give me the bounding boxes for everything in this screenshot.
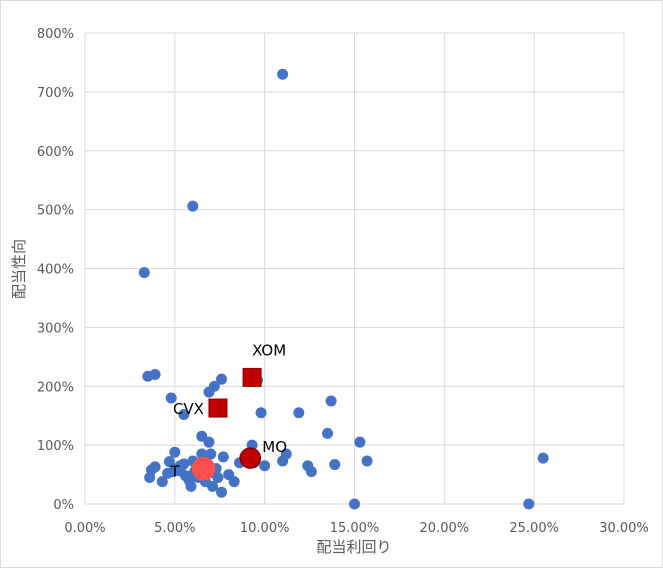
- x-tick-label: 15.00%: [330, 521, 380, 536]
- data-point: [138, 267, 150, 279]
- y-tick-label: 700%: [37, 86, 74, 101]
- y-tick-labels: 0% 100% 200% 300% 400% 500% 600% 700% 800%: [37, 27, 74, 513]
- data-point: [349, 498, 360, 510]
- y-tick-label: 300%: [37, 321, 74, 336]
- annotation-mo: MO: [262, 438, 287, 456]
- data-point: [277, 68, 289, 80]
- data-point: [212, 472, 224, 484]
- x-axis-title: 配当利回り: [316, 538, 391, 556]
- x-tick-label: 10.00%: [240, 521, 290, 536]
- data-point: [329, 459, 341, 471]
- y-tick-label: 100%: [37, 439, 74, 454]
- x-tick-label: 30.00%: [599, 521, 649, 536]
- y-tick-label: 600%: [37, 145, 74, 160]
- data-point: [163, 456, 175, 468]
- gridlines: [84, 32, 625, 505]
- highlighted-points: [191, 367, 262, 481]
- x-tick-label: 0.00%: [64, 521, 105, 536]
- annotation-xom: XOM: [252, 341, 286, 359]
- data-point: [169, 446, 181, 458]
- data-point: [217, 451, 229, 463]
- data-point: [322, 427, 334, 439]
- x-tick-label: 5.00%: [154, 521, 195, 536]
- annotations: XOM CVX MO T: [169, 341, 287, 480]
- data-point: [203, 436, 215, 448]
- data-point: [149, 368, 161, 380]
- data-point: [167, 466, 179, 478]
- y-tick-label: 400%: [37, 263, 74, 278]
- data-point: [255, 407, 267, 419]
- y-tick-label: 200%: [37, 380, 74, 395]
- data-point: [361, 455, 373, 467]
- data-point: [196, 448, 208, 460]
- data-point: [205, 448, 217, 460]
- y-tick-label: 500%: [37, 204, 74, 219]
- data-point: [178, 409, 190, 421]
- data-point: [156, 476, 168, 488]
- data-point: [207, 480, 219, 492]
- highlight-t: [191, 456, 216, 481]
- data-point: [208, 380, 220, 392]
- annotation-t: T: [169, 463, 180, 481]
- data-points: [138, 68, 549, 510]
- data-point: [165, 392, 177, 404]
- data-point: [325, 395, 337, 407]
- x-tick-label: 20.00%: [420, 521, 470, 536]
- y-tick-label: 0%: [53, 498, 74, 513]
- data-point: [537, 452, 549, 464]
- data-point: [228, 476, 240, 488]
- highlight-mo: [239, 447, 262, 469]
- y-tick-label: 800%: [37, 27, 74, 42]
- data-point: [305, 466, 317, 478]
- data-point: [277, 455, 289, 467]
- annotation-cvx: CVX: [173, 400, 204, 418]
- data-point: [149, 461, 161, 473]
- data-point: [523, 498, 535, 510]
- data-point: [216, 486, 228, 498]
- data-point: [354, 436, 366, 448]
- x-tick-label: 25.00%: [509, 521, 559, 536]
- data-point: [216, 373, 228, 385]
- highlight-cvx: [208, 398, 228, 418]
- data-point: [187, 200, 199, 212]
- x-tick-labels: 0.00% 5.00% 10.00% 15.00% 20.00% 25.00% 30.00%: [64, 521, 648, 536]
- data-point: [185, 480, 197, 492]
- highlight-xom: [242, 367, 262, 387]
- y-axis-title: 配当性向: [10, 239, 28, 299]
- data-point: [293, 407, 305, 419]
- data-point: [259, 460, 271, 472]
